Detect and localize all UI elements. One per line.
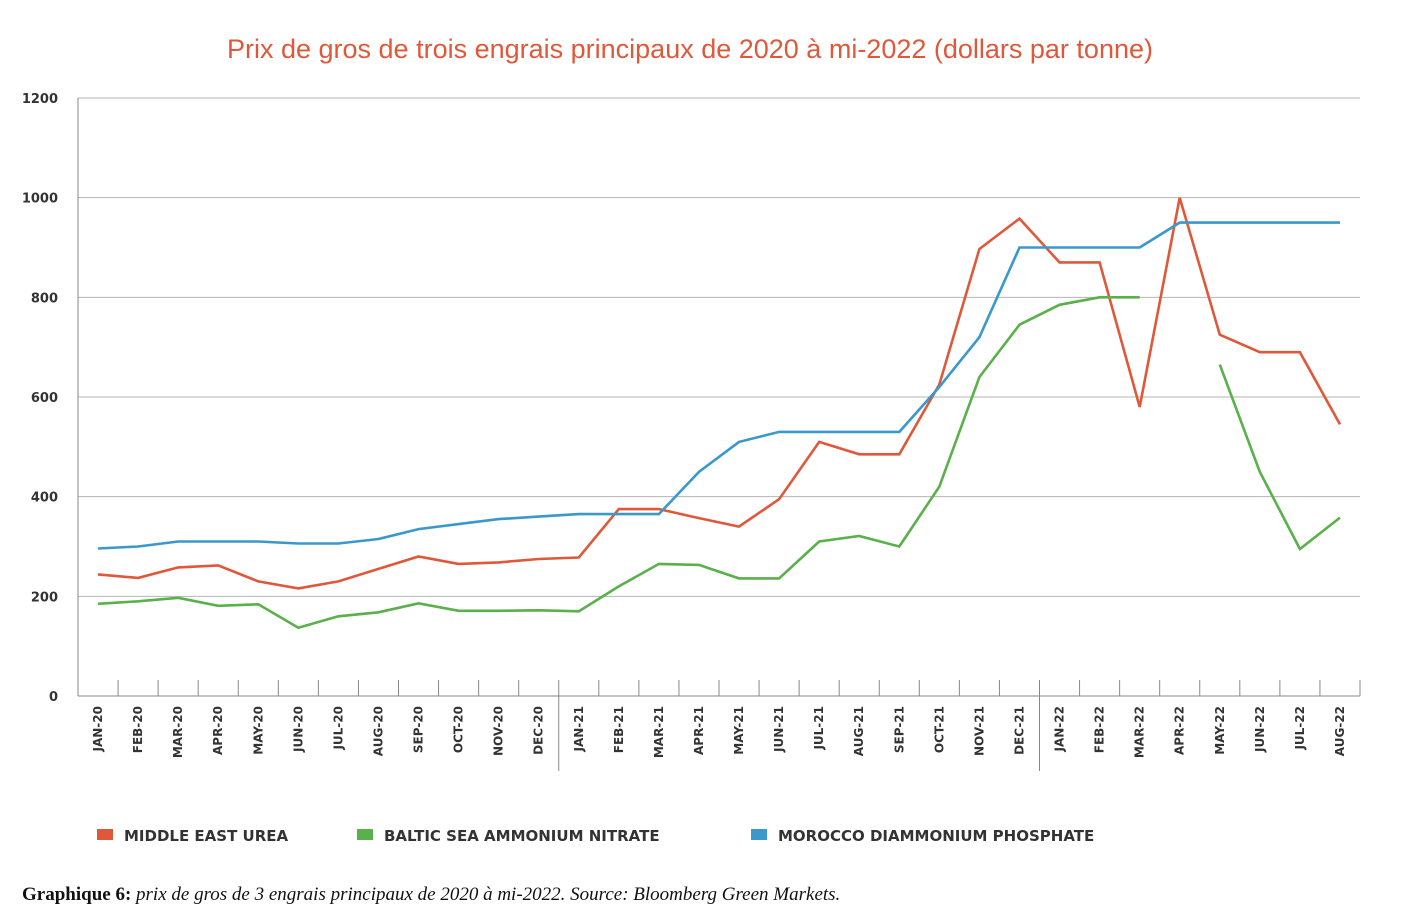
x-tick-label: OCT-20 <box>452 706 466 753</box>
figure-caption: Graphique 6: prix de gros de 3 engrais p… <box>22 884 840 906</box>
x-tick-label: NOV-20 <box>492 706 506 756</box>
y-tick-label: 200 <box>31 590 58 605</box>
axes: 0 200 400 600 800 1000 1200 JAN-20 FEB-20 MAR-20 A… <box>22 92 1361 771</box>
series-line <box>97 296 1341 630</box>
x-tick-label: JAN-22 <box>1053 706 1067 752</box>
y-tick-label: 400 <box>31 491 58 506</box>
x-tick-label: SEP-21 <box>892 706 906 753</box>
series-line <box>97 197 1342 590</box>
x-tick-label: AUG-22 <box>1333 706 1347 756</box>
y-tick-label: 600 <box>31 391 58 406</box>
legend-swatch <box>357 829 373 840</box>
series-line <box>97 221 1340 550</box>
x-tick-label: JAN-20 <box>91 706 105 752</box>
legend-label: MOROCCO DIAMMONIUM PHOSPHATE <box>778 827 1094 845</box>
x-tick-label: DEC-20 <box>532 706 546 755</box>
x-tick-label: FEB-20 <box>131 706 145 753</box>
x-tick-label: APR-22 <box>1173 706 1187 755</box>
x-tick-label: FEB-21 <box>612 706 626 753</box>
legend-label: BALTIC SEA AMMONIUM NITRATE <box>384 827 660 845</box>
x-tick-label: JUL-20 <box>331 706 345 751</box>
legend-label: MIDDLE EAST UREA <box>124 827 289 845</box>
x-tick-label: APR-21 <box>692 706 706 755</box>
x-tick-label: DEC-21 <box>1012 706 1026 755</box>
caption-label: Graphique 6: <box>22 884 132 905</box>
caption-text: prix de gros de 3 engrais principaux de … <box>136 884 841 905</box>
x-tick-label: MAY-21 <box>732 706 746 755</box>
y-tick-label: 800 <box>31 291 58 306</box>
gridlines <box>78 97 1360 597</box>
x-tick-label: MAY-22 <box>1213 706 1227 755</box>
series-lines <box>97 197 1342 630</box>
x-tick-label: MAR-21 <box>652 706 666 758</box>
y-tick-label: 0 <box>49 690 58 705</box>
line-chart: Prix de gros de trois engrais principaux… <box>22 34 1361 845</box>
legend-swatch <box>751 829 767 840</box>
legend-swatch <box>97 829 113 840</box>
x-tick-label: JAN-21 <box>572 706 586 752</box>
x-tick-label: JUL-22 <box>1293 706 1307 751</box>
x-tick-label: MAR-20 <box>171 706 185 758</box>
legend: MIDDLE EAST UREA BALTIC SEA AMMONIUM NITR… <box>97 827 1094 845</box>
x-tick-label: NOV-21 <box>972 706 986 756</box>
x-tick-label: MAR-22 <box>1133 706 1147 758</box>
y-tick-label: 1000 <box>22 192 58 207</box>
x-tick-label: AUG-21 <box>852 706 866 756</box>
x-tick-label: AUG-20 <box>371 706 385 756</box>
y-tick-label: 1200 <box>22 92 58 107</box>
x-tick-label: FEB-22 <box>1093 706 1107 753</box>
chart-title: Prix de gros de trois engrais principaux… <box>227 34 1153 64</box>
x-tick-label: SEP-20 <box>412 706 426 753</box>
x-tick-label: JUN-22 <box>1253 706 1267 753</box>
x-tick-label: JUL-21 <box>812 706 826 751</box>
x-tick-label: MAY-20 <box>251 706 265 755</box>
x-tick-label: JUN-20 <box>291 706 305 753</box>
x-tick-label: JUN-21 <box>772 706 786 753</box>
x-tick-label: APR-20 <box>211 706 225 755</box>
x-tick-label: OCT-21 <box>932 706 946 753</box>
